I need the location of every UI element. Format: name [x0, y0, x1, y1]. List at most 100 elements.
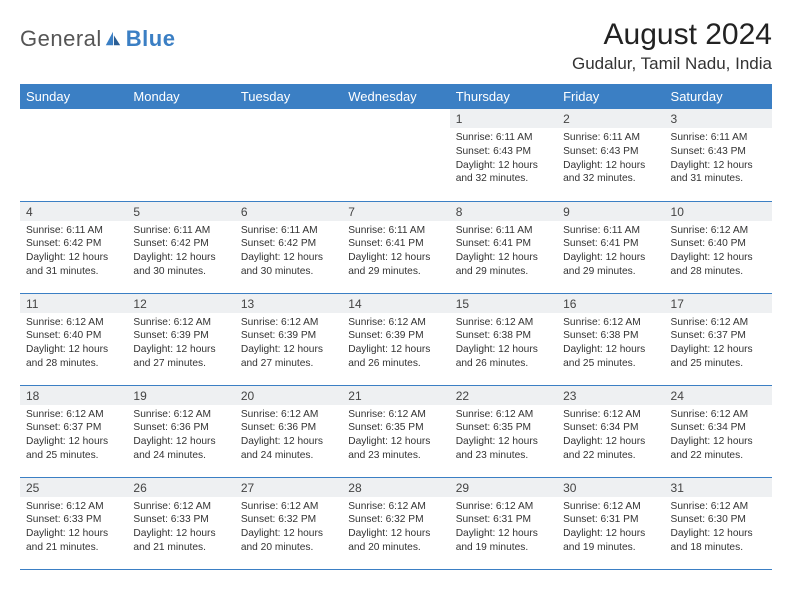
day-details: Sunrise: 6:12 AMSunset: 6:32 PMDaylight:…	[235, 497, 342, 559]
calendar-week-row: 18Sunrise: 6:12 AMSunset: 6:37 PMDayligh…	[20, 385, 772, 477]
day-details: Sunrise: 6:12 AMSunset: 6:33 PMDaylight:…	[127, 497, 234, 559]
weekday-header: Saturday	[665, 84, 772, 109]
day-details: Sunrise: 6:11 AMSunset: 6:43 PMDaylight:…	[450, 128, 557, 190]
day-details: Sunrise: 6:12 AMSunset: 6:31 PMDaylight:…	[450, 497, 557, 559]
day-number: 31	[665, 478, 772, 497]
calendar-cell: 19Sunrise: 6:12 AMSunset: 6:36 PMDayligh…	[127, 385, 234, 477]
weekday-header: Thursday	[450, 84, 557, 109]
calendar-head: SundayMondayTuesdayWednesdayThursdayFrid…	[20, 84, 772, 109]
day-number: 22	[450, 386, 557, 405]
calendar-cell: 5Sunrise: 6:11 AMSunset: 6:42 PMDaylight…	[127, 201, 234, 293]
day-details: Sunrise: 6:12 AMSunset: 6:39 PMDaylight:…	[127, 313, 234, 375]
day-details: Sunrise: 6:12 AMSunset: 6:40 PMDaylight:…	[665, 221, 772, 283]
day-details: Sunrise: 6:12 AMSunset: 6:39 PMDaylight:…	[235, 313, 342, 375]
calendar-cell: 15Sunrise: 6:12 AMSunset: 6:38 PMDayligh…	[450, 293, 557, 385]
calendar-cell: 7Sunrise: 6:11 AMSunset: 6:41 PMDaylight…	[342, 201, 449, 293]
day-details: Sunrise: 6:12 AMSunset: 6:34 PMDaylight:…	[557, 405, 664, 467]
day-details: Sunrise: 6:12 AMSunset: 6:35 PMDaylight:…	[450, 405, 557, 467]
day-number: 27	[235, 478, 342, 497]
day-number: 18	[20, 386, 127, 405]
calendar-table: SundayMondayTuesdayWednesdayThursdayFrid…	[20, 84, 772, 569]
calendar-cell: 4Sunrise: 6:11 AMSunset: 6:42 PMDaylight…	[20, 201, 127, 293]
day-details: Sunrise: 6:11 AMSunset: 6:41 PMDaylight:…	[342, 221, 449, 283]
calendar-cell: 27Sunrise: 6:12 AMSunset: 6:32 PMDayligh…	[235, 477, 342, 569]
calendar-cell: 6Sunrise: 6:11 AMSunset: 6:42 PMDaylight…	[235, 201, 342, 293]
title-block: August 2024 Gudalur, Tamil Nadu, India	[572, 18, 772, 74]
calendar-week-row: 4Sunrise: 6:11 AMSunset: 6:42 PMDaylight…	[20, 201, 772, 293]
calendar-cell: ..	[20, 109, 127, 201]
day-number: 1	[450, 109, 557, 128]
calendar-cell: 18Sunrise: 6:12 AMSunset: 6:37 PMDayligh…	[20, 385, 127, 477]
calendar-cell: 13Sunrise: 6:12 AMSunset: 6:39 PMDayligh…	[235, 293, 342, 385]
calendar-cell: 1Sunrise: 6:11 AMSunset: 6:43 PMDaylight…	[450, 109, 557, 201]
calendar-cell: 8Sunrise: 6:11 AMSunset: 6:41 PMDaylight…	[450, 201, 557, 293]
calendar-cell: 14Sunrise: 6:12 AMSunset: 6:39 PMDayligh…	[342, 293, 449, 385]
day-details: Sunrise: 6:12 AMSunset: 6:37 PMDaylight:…	[20, 405, 127, 467]
calendar-cell: 2Sunrise: 6:11 AMSunset: 6:43 PMDaylight…	[557, 109, 664, 201]
brand-logo: General Blue	[20, 18, 175, 52]
day-number: 7	[342, 202, 449, 221]
day-details: Sunrise: 6:12 AMSunset: 6:31 PMDaylight:…	[557, 497, 664, 559]
calendar-cell: 23Sunrise: 6:12 AMSunset: 6:34 PMDayligh…	[557, 385, 664, 477]
calendar-cell: 22Sunrise: 6:12 AMSunset: 6:35 PMDayligh…	[450, 385, 557, 477]
calendar-cell: 17Sunrise: 6:12 AMSunset: 6:37 PMDayligh…	[665, 293, 772, 385]
day-number: 2	[557, 109, 664, 128]
day-number: 28	[342, 478, 449, 497]
calendar-cell: 30Sunrise: 6:12 AMSunset: 6:31 PMDayligh…	[557, 477, 664, 569]
calendar-week-row: 25Sunrise: 6:12 AMSunset: 6:33 PMDayligh…	[20, 477, 772, 569]
weekday-row: SundayMondayTuesdayWednesdayThursdayFrid…	[20, 84, 772, 109]
day-details: Sunrise: 6:12 AMSunset: 6:34 PMDaylight:…	[665, 405, 772, 467]
calendar-week-row: ........1Sunrise: 6:11 AMSunset: 6:43 PM…	[20, 109, 772, 201]
day-number: 12	[127, 294, 234, 313]
day-details: Sunrise: 6:12 AMSunset: 6:39 PMDaylight:…	[342, 313, 449, 375]
calendar-cell: 25Sunrise: 6:12 AMSunset: 6:33 PMDayligh…	[20, 477, 127, 569]
day-details: Sunrise: 6:12 AMSunset: 6:35 PMDaylight:…	[342, 405, 449, 467]
day-details: Sunrise: 6:11 AMSunset: 6:42 PMDaylight:…	[20, 221, 127, 283]
day-number: 14	[342, 294, 449, 313]
weekday-header: Wednesday	[342, 84, 449, 109]
location-subtitle: Gudalur, Tamil Nadu, India	[572, 54, 772, 74]
weekday-header: Tuesday	[235, 84, 342, 109]
calendar-cell: ..	[235, 109, 342, 201]
day-details: Sunrise: 6:11 AMSunset: 6:42 PMDaylight:…	[235, 221, 342, 283]
day-number: 5	[127, 202, 234, 221]
header: General Blue August 2024 Gudalur, Tamil …	[20, 18, 772, 74]
weekday-header: Sunday	[20, 84, 127, 109]
calendar-cell: 3Sunrise: 6:11 AMSunset: 6:43 PMDaylight…	[665, 109, 772, 201]
day-details: Sunrise: 6:12 AMSunset: 6:36 PMDaylight:…	[127, 405, 234, 467]
calendar-cell: 12Sunrise: 6:12 AMSunset: 6:39 PMDayligh…	[127, 293, 234, 385]
calendar-cell: 10Sunrise: 6:12 AMSunset: 6:40 PMDayligh…	[665, 201, 772, 293]
day-details: Sunrise: 6:12 AMSunset: 6:32 PMDaylight:…	[342, 497, 449, 559]
calendar-cell: 29Sunrise: 6:12 AMSunset: 6:31 PMDayligh…	[450, 477, 557, 569]
day-details: Sunrise: 6:12 AMSunset: 6:37 PMDaylight:…	[665, 313, 772, 375]
day-number: 4	[20, 202, 127, 221]
calendar-cell: 24Sunrise: 6:12 AMSunset: 6:34 PMDayligh…	[665, 385, 772, 477]
day-details: Sunrise: 6:11 AMSunset: 6:43 PMDaylight:…	[557, 128, 664, 190]
day-details: Sunrise: 6:11 AMSunset: 6:41 PMDaylight:…	[450, 221, 557, 283]
brand-part1: General	[20, 26, 102, 52]
brand-part2: Blue	[126, 26, 176, 52]
day-number: 15	[450, 294, 557, 313]
day-details: Sunrise: 6:12 AMSunset: 6:38 PMDaylight:…	[557, 313, 664, 375]
day-details: Sunrise: 6:11 AMSunset: 6:41 PMDaylight:…	[557, 221, 664, 283]
calendar-cell: 11Sunrise: 6:12 AMSunset: 6:40 PMDayligh…	[20, 293, 127, 385]
day-number: 3	[665, 109, 772, 128]
day-details: Sunrise: 6:12 AMSunset: 6:30 PMDaylight:…	[665, 497, 772, 559]
calendar-week-row: 11Sunrise: 6:12 AMSunset: 6:40 PMDayligh…	[20, 293, 772, 385]
page-title: August 2024	[572, 18, 772, 52]
calendar-container: SundayMondayTuesdayWednesdayThursdayFrid…	[20, 84, 772, 570]
day-details: Sunrise: 6:11 AMSunset: 6:42 PMDaylight:…	[127, 221, 234, 283]
day-details: Sunrise: 6:12 AMSunset: 6:33 PMDaylight:…	[20, 497, 127, 559]
day-number: 16	[557, 294, 664, 313]
day-number: 29	[450, 478, 557, 497]
day-number: 13	[235, 294, 342, 313]
calendar-cell: ..	[127, 109, 234, 201]
calendar-cell: ..	[342, 109, 449, 201]
day-number: 24	[665, 386, 772, 405]
day-number: 6	[235, 202, 342, 221]
weekday-header: Friday	[557, 84, 664, 109]
day-number: 26	[127, 478, 234, 497]
day-number: 20	[235, 386, 342, 405]
day-number: 11	[20, 294, 127, 313]
calendar-cell: 28Sunrise: 6:12 AMSunset: 6:32 PMDayligh…	[342, 477, 449, 569]
